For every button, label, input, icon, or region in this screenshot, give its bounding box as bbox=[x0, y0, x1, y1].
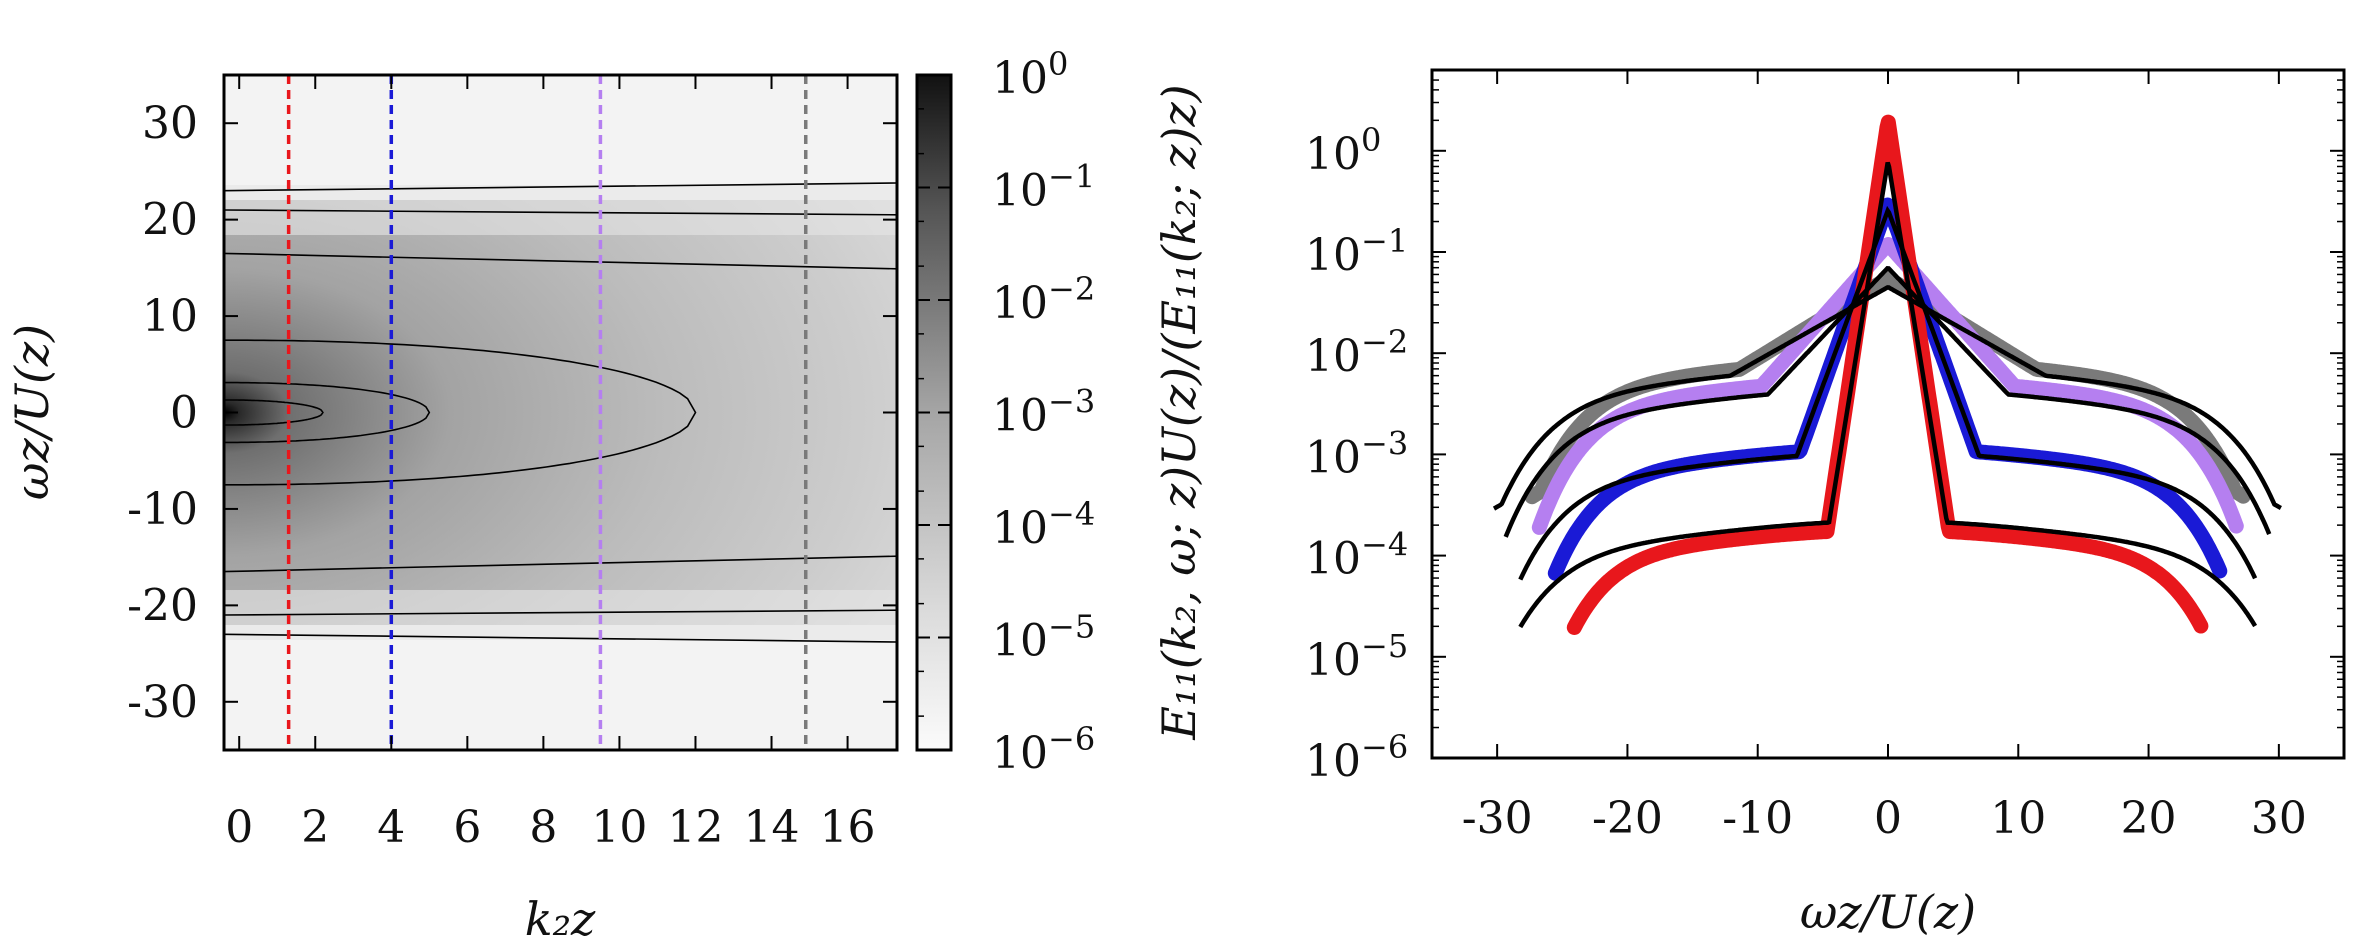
heatmap-y-tick-label: -20 bbox=[127, 580, 198, 631]
spectra-y-tick-label: 10−6 bbox=[1305, 728, 1408, 787]
spectra-ticks: -30 -20 -10 0 10 20 30 100 10−1 10−2 10−3 10−4 10−5 1… bbox=[1305, 70, 2344, 844]
series-model-line bbox=[1518, 205, 2258, 581]
heatmap-x-tick-label: 16 bbox=[820, 802, 876, 853]
heatmap-y-tick-label: 30 bbox=[142, 98, 198, 149]
colorbar-tick-label: 100 bbox=[992, 45, 1068, 104]
series-data-markers bbox=[1566, 114, 2209, 635]
colorbar-ticks: 100 10−1 10−2 10−3 10−4 10−5 10−6 bbox=[917, 45, 1095, 779]
contour-far-upper bbox=[224, 252, 897, 270]
heatmap-x-tick-label: 0 bbox=[225, 802, 253, 853]
heatmap-x-tick-label: 14 bbox=[744, 802, 800, 853]
wavenumber-markers bbox=[286, 75, 808, 750]
series-model-line bbox=[1492, 285, 2282, 511]
contour-far2-lower bbox=[224, 609, 897, 616]
heatmap-x-tick-label: 4 bbox=[377, 802, 405, 853]
spectra-x-tick-label: 20 bbox=[2121, 793, 2177, 844]
spectra-x-tick-label: -30 bbox=[1462, 793, 1533, 844]
colorbar-tick-label: 10−3 bbox=[992, 383, 1095, 442]
heatmap-y-tick-label: -10 bbox=[127, 484, 198, 535]
heatmap-y-axis-label: ωz/U(z) bbox=[5, 324, 59, 500]
contour-inner bbox=[224, 399, 324, 426]
series-model-line bbox=[1503, 265, 2272, 538]
colorbar-tick-label: 10−5 bbox=[992, 608, 1095, 667]
colorbar-tick-label: 10−2 bbox=[992, 270, 1095, 329]
heatmap-field bbox=[224, 200, 897, 625]
spectra-x-tick-label: 10 bbox=[1990, 793, 2046, 844]
heatmap-y-tick-label: -30 bbox=[127, 677, 198, 728]
colorbar-tick-label: 10−6 bbox=[992, 720, 1095, 779]
colorbar-label: E₁₁(k₂, ω; z)U(z)/(E₁₁(k₂; z)z) bbox=[1152, 84, 1206, 740]
spectra-y-tick-label: 100 bbox=[1305, 121, 1381, 180]
colorbar: 100 10−1 10−2 10−3 10−4 10−5 10−6 E₁₁(k₂, ω; z… bbox=[915, 45, 1206, 779]
heatmap-x-tick-label: 8 bbox=[529, 802, 557, 853]
contour-far3-lower bbox=[224, 633, 897, 643]
contour-outer bbox=[224, 339, 697, 486]
spectra-y-tick-label: 10−4 bbox=[1305, 526, 1408, 585]
series-model-line bbox=[1518, 161, 2258, 629]
spectra-x-axis-label: ωz/U(z) bbox=[1800, 885, 1976, 939]
heatmap-x-tick-label: 12 bbox=[667, 802, 723, 853]
series-data-markers bbox=[1531, 237, 2244, 535]
heatmap-y-tick-label: 20 bbox=[142, 195, 198, 246]
heatmap-x-axis-label: k₂z bbox=[525, 892, 596, 944]
heatmap-x-tick-label: 10 bbox=[591, 802, 647, 853]
colorbar-tick-label: 10−1 bbox=[992, 158, 1095, 217]
spectra-y-tick-label: 10−5 bbox=[1305, 627, 1408, 686]
heatmap-y-tick-label: 10 bbox=[142, 291, 198, 342]
heatmap-x-tick-label: 2 bbox=[301, 802, 329, 853]
spectra-panel: -30 -20 -10 0 10 20 30 100 10−1 10−2 10−3 10−4 10−5 1… bbox=[1305, 68, 2346, 939]
spectra-x-tick-label: 0 bbox=[1874, 793, 1902, 844]
colorbar-tick-label: 10−4 bbox=[992, 495, 1095, 554]
spectra-y-tick-label: 10−2 bbox=[1305, 323, 1408, 382]
heatmap-x-tick-label: 6 bbox=[453, 802, 481, 853]
series-data-markers bbox=[1524, 271, 2251, 505]
spectra-x-tick-label: -10 bbox=[1722, 793, 1793, 844]
spectra-y-tick-label: 10−1 bbox=[1305, 222, 1408, 281]
spectra-x-tick-label: 30 bbox=[2251, 793, 2307, 844]
spectra-series bbox=[1492, 114, 2282, 635]
heatmap-y-tick-label: 0 bbox=[170, 388, 198, 439]
spectra-y-tick-label: 10−3 bbox=[1305, 424, 1408, 483]
contour-mid bbox=[224, 381, 431, 444]
spectra-x-tick-label: -20 bbox=[1592, 793, 1663, 844]
